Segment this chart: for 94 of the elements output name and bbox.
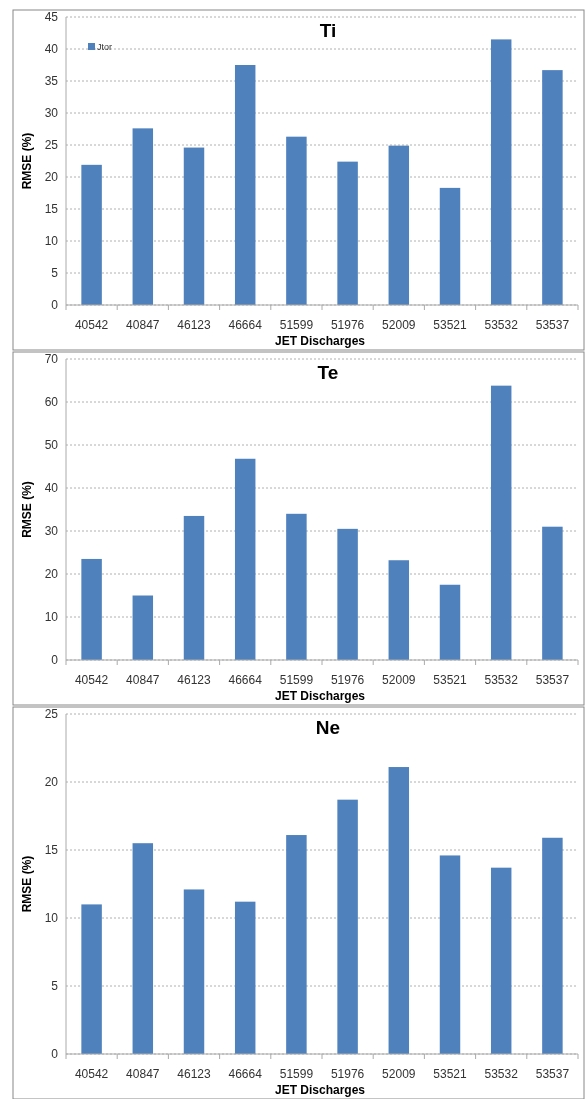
bar xyxy=(286,136,307,305)
x-tick-label: 40542 xyxy=(74,673,109,687)
y-tick-label: 30 xyxy=(44,524,59,539)
x-tick-label: 46664 xyxy=(228,1067,263,1081)
bar xyxy=(439,584,461,660)
y-tick-label: 60 xyxy=(44,395,59,410)
bar xyxy=(542,526,563,660)
legend-label: Jtor xyxy=(97,42,113,53)
x-tick-label: 52009 xyxy=(382,1067,416,1081)
bar xyxy=(234,458,256,660)
x-tick-label: 46123 xyxy=(177,1067,212,1081)
bar xyxy=(337,799,358,1054)
y-tick-label: 40 xyxy=(44,481,59,496)
bar xyxy=(388,767,410,1054)
x-tick-label: 51599 xyxy=(279,673,314,687)
bar xyxy=(234,901,256,1054)
y-axis-title: RMSE (%) xyxy=(20,132,34,190)
x-axis-title: JET Discharges xyxy=(274,1083,366,1097)
y-tick-label: 35 xyxy=(44,74,59,89)
bar xyxy=(81,558,102,660)
x-tick-label: 51976 xyxy=(330,673,365,687)
y-tick-label: 20 xyxy=(44,567,59,582)
y-tick-label: 10 xyxy=(44,911,59,926)
bar xyxy=(81,164,102,305)
bar xyxy=(439,187,461,305)
bar xyxy=(337,161,358,305)
bar xyxy=(439,855,461,1054)
bar xyxy=(286,835,307,1054)
bar xyxy=(490,867,512,1054)
bar xyxy=(542,70,563,305)
bar xyxy=(234,65,256,305)
x-tick-label: 52009 xyxy=(382,673,416,687)
bar xyxy=(132,128,154,305)
chart-title: Ne xyxy=(315,717,341,738)
bar xyxy=(132,595,154,660)
x-tick-label: 51599 xyxy=(279,318,314,332)
bar xyxy=(490,385,512,660)
bar xyxy=(542,837,563,1054)
bar xyxy=(81,904,102,1054)
x-axis-title: JET Discharges xyxy=(274,689,366,703)
x-tick-label: 40847 xyxy=(126,318,160,332)
y-tick-label: 10 xyxy=(44,610,59,625)
y-tick-label: 25 xyxy=(44,707,59,722)
x-tick-label: 46123 xyxy=(177,673,212,687)
y-tick-label: 15 xyxy=(44,843,59,858)
x-tick-label: 52009 xyxy=(382,318,416,332)
x-tick-label: 46664 xyxy=(228,673,263,687)
x-tick-label: 51599 xyxy=(279,1067,314,1081)
x-tick-label: 53532 xyxy=(484,673,519,687)
x-tick-label: 40542 xyxy=(74,318,109,332)
bar xyxy=(388,560,410,660)
bar xyxy=(132,843,154,1054)
bar xyxy=(388,145,410,305)
bar xyxy=(286,513,307,660)
chart-title: Te xyxy=(317,362,339,383)
y-axis-title: RMSE (%) xyxy=(20,855,34,913)
x-axis-title: JET Discharges xyxy=(274,334,366,348)
x-tick-label: 53521 xyxy=(433,673,468,687)
x-tick-label: 40847 xyxy=(126,1067,160,1081)
x-tick-label: 53537 xyxy=(535,318,570,332)
x-tick-label: 51976 xyxy=(330,1067,365,1081)
y-tick-label: 30 xyxy=(44,106,59,121)
x-tick-label: 46664 xyxy=(228,318,263,332)
bar xyxy=(183,515,205,660)
y-tick-label: 40 xyxy=(44,42,59,57)
chart-title: Ti xyxy=(319,20,337,41)
x-tick-label: 53537 xyxy=(535,1067,570,1081)
x-tick-label: 53521 xyxy=(433,318,468,332)
bar xyxy=(337,528,358,660)
y-tick-label: 0 xyxy=(51,653,59,668)
y-tick-label: 5 xyxy=(51,979,59,994)
x-tick-label: 40847 xyxy=(126,673,160,687)
y-tick-label: 25 xyxy=(44,138,59,153)
y-tick-label: 50 xyxy=(44,438,59,453)
y-tick-label: 5 xyxy=(51,266,59,281)
x-tick-label: 53532 xyxy=(484,318,519,332)
bar xyxy=(183,147,205,305)
y-tick-label: 20 xyxy=(44,775,59,790)
x-tick-label: 53521 xyxy=(433,1067,468,1081)
y-tick-label: 20 xyxy=(44,170,59,185)
x-tick-label: 53537 xyxy=(535,673,570,687)
x-tick-label: 53532 xyxy=(484,1067,519,1081)
x-tick-label: 46123 xyxy=(177,318,212,332)
x-tick-label: 51976 xyxy=(330,318,365,332)
bar xyxy=(183,889,205,1054)
y-tick-label: 0 xyxy=(51,298,59,313)
y-tick-label: 10 xyxy=(44,234,59,249)
y-tick-label: 15 xyxy=(44,202,59,217)
y-axis-title: RMSE (%) xyxy=(20,481,34,538)
y-tick-label: 45 xyxy=(44,10,59,25)
bar xyxy=(490,39,512,305)
y-tick-label: 70 xyxy=(44,352,59,367)
y-tick-label: 0 xyxy=(51,1047,59,1062)
x-tick-label: 40542 xyxy=(74,1067,109,1081)
